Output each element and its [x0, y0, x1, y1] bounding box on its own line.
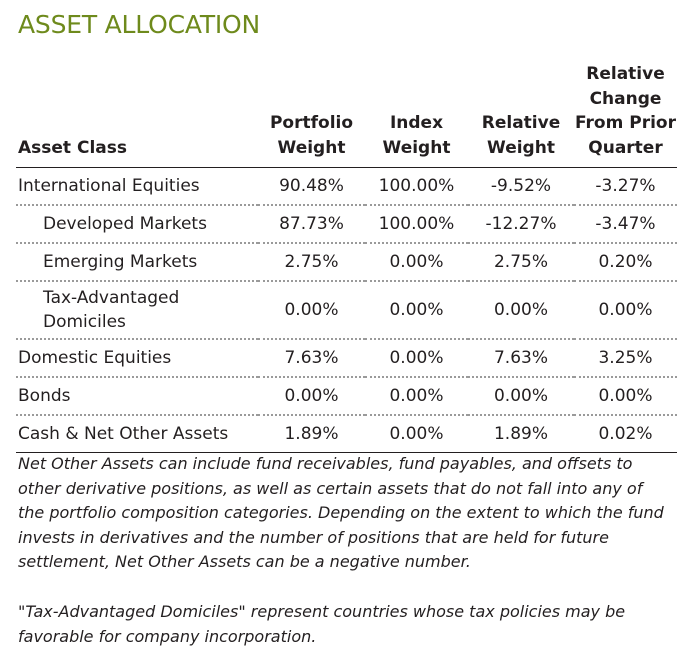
tax-advantaged-note: "Tax-Advantaged Domiciles" represent cou… — [18, 601, 626, 646]
relative-change-cell: 0.02% — [574, 415, 677, 453]
row-label: Bonds — [16, 377, 258, 416]
header-relative-change: Relative Change From Prior Quarter — [574, 62, 677, 168]
portfolio-weight-cell: 2.75% — [258, 243, 365, 282]
index-weight-cell: 0.00% — [365, 281, 468, 340]
row-label: Tax-Advantaged Domiciles — [16, 281, 258, 340]
table-row: Developed Markets 87.73% 100.00% -12.27%… — [16, 205, 677, 244]
portfolio-weight-cell: 87.73% — [258, 205, 365, 244]
row-label: Developed Markets — [16, 205, 258, 244]
index-weight-cell: 0.00% — [365, 339, 468, 378]
portfolio-weight-cell: 7.63% — [258, 339, 365, 378]
header-asset-class: Asset Class — [16, 62, 258, 168]
table-row: Cash & Net Other Assets 1.89% 0.00% 1.89… — [16, 415, 677, 453]
asset-allocation-table: Asset Class Portfolio Weight Index Weigh… — [16, 62, 677, 453]
header-relative-weight: Relative Weight — [468, 62, 574, 168]
portfolio-weight-cell: 1.89% — [258, 415, 365, 453]
section-title: ASSET ALLOCATION — [18, 10, 261, 39]
relative-change-cell: 0.00% — [574, 281, 677, 340]
relative-weight-cell: 1.89% — [468, 415, 574, 453]
table-row: Bonds 0.00% 0.00% 0.00% 0.00% — [16, 377, 677, 416]
index-weight-cell: 0.00% — [365, 243, 468, 282]
table-header-row: Asset Class Portfolio Weight Index Weigh… — [16, 62, 677, 168]
row-label: Cash & Net Other Assets — [16, 415, 258, 453]
relative-change-cell: 0.00% — [574, 377, 677, 416]
table-row: Emerging Markets 2.75% 0.00% 2.75% 0.20% — [16, 243, 677, 282]
portfolio-weight-cell: 0.00% — [258, 281, 365, 340]
relative-weight-cell: 0.00% — [468, 377, 574, 416]
relative-weight-cell: 0.00% — [468, 281, 574, 340]
table-row: Tax-Advantaged Domiciles 0.00% 0.00% 0.0… — [16, 281, 677, 340]
row-label: International Equities — [16, 167, 258, 206]
relative-weight-cell: -9.52% — [468, 167, 574, 206]
table-row: Domestic Equities 7.63% 0.00% 7.63% 3.25… — [16, 339, 677, 378]
footnotes: Net Other Assets can include fund receiv… — [18, 452, 668, 649]
index-weight-cell: 100.00% — [365, 205, 468, 244]
relative-weight-cell: 2.75% — [468, 243, 574, 282]
index-weight-cell: 0.00% — [365, 377, 468, 416]
row-label: Domestic Equities — [16, 339, 258, 378]
relative-change-cell: -3.27% — [574, 167, 677, 206]
portfolio-weight-cell: 90.48% — [258, 167, 365, 206]
relative-change-cell: 3.25% — [574, 339, 677, 378]
header-portfolio-weight: Portfolio Weight — [258, 62, 365, 168]
index-weight-cell: 100.00% — [365, 167, 468, 206]
relative-change-cell: 0.20% — [574, 243, 677, 282]
relative-weight-cell: 7.63% — [468, 339, 574, 378]
relative-change-cell: -3.47% — [574, 205, 677, 244]
index-weight-cell: 0.00% — [365, 415, 468, 453]
table-row: International Equities 90.48% 100.00% -9… — [16, 167, 677, 206]
relative-weight-cell: -12.27% — [468, 205, 574, 244]
portfolio-weight-cell: 0.00% — [258, 377, 365, 416]
header-index-weight: Index Weight — [365, 62, 468, 168]
net-other-assets-note: Net Other Assets can include fund receiv… — [18, 454, 664, 572]
row-label: Emerging Markets — [16, 243, 258, 282]
